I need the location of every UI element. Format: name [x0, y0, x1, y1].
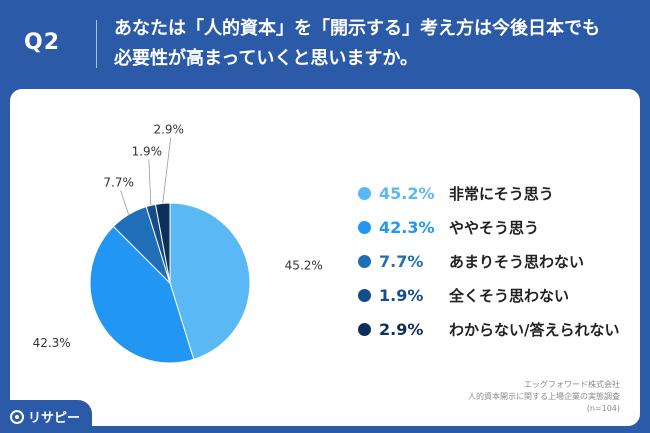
header: Q2 あなたは「人的資本」を「開示する」考え方は今後日本でも 必要性が高まってい…: [0, 0, 650, 88]
slice-value-label-2: 42.3%: [33, 336, 71, 350]
legend-label: あまりそう思わない: [449, 252, 585, 271]
brand-logo: リサピー: [0, 400, 92, 433]
slice-value-label-3: 7.7%: [103, 176, 134, 190]
chart-panel: 45.2% 42.3% 7.7% 1.9% 2.9% 45.2% 非常にそう思う 42.3%…: [10, 89, 640, 426]
pie-slice-1: [169, 202, 251, 361]
legend-label: ややそう思う: [449, 218, 540, 237]
slice-value-label-5: 2.9%: [153, 122, 184, 136]
source-line-1: エッグフォワード株式会社: [524, 380, 620, 389]
source-line-3: (n=104): [586, 404, 620, 413]
legend-item-1: 45.2% 非常にそう思う: [358, 176, 648, 210]
legend-value: 45.2%: [379, 183, 435, 203]
legend-swatch-icon: [358, 186, 371, 200]
question-number: Q2: [24, 30, 61, 55]
question-line-1: あなたは「人的資本」を「開示する」考え方は今後日本でも: [114, 18, 600, 39]
legend-value: 1.9%: [379, 285, 424, 305]
logo-text: リサピー: [28, 411, 81, 426]
legend-item-3: 7.7% あまりそう思わない: [358, 244, 648, 278]
slice-value-label-1: 45.2%: [285, 259, 323, 273]
legend-item-4: 1.9% 全くそう思わない: [358, 278, 648, 312]
pie-slice-2: [89, 225, 195, 364]
logo-mark-icon: [10, 409, 24, 424]
pie-chart: 45.2% 42.3% 7.7% 1.9% 2.9%: [33, 122, 323, 364]
leader-line-3: [120, 190, 130, 215]
legend-swatch-icon: [358, 288, 371, 302]
source-line-2: 人的資本開示に関する上場企業の実態調査: [468, 392, 620, 401]
legend-swatch-icon: [358, 254, 371, 268]
header-divider: [96, 20, 97, 68]
legend-value: 7.7%: [379, 251, 424, 271]
legend-item-5: 2.9% わからない/答えられない: [358, 312, 648, 346]
leader-line-4: [148, 159, 152, 206]
legend-label: 全くそう思わない: [449, 286, 570, 305]
legend-swatch-icon: [358, 322, 371, 336]
legend-value: 42.3%: [379, 217, 435, 237]
source-note: エッグフォワード株式会社 人的資本開示に関する上場企業の実態調査 (n=104): [468, 379, 620, 415]
legend-swatch-icon: [358, 220, 371, 234]
question-line-2: 必要性が高まっていくと思いますか。: [114, 48, 419, 69]
legend-label: わからない/答えられない: [449, 320, 620, 339]
legend-label: 非常にそう思う: [449, 184, 554, 203]
leader-line-5: [162, 137, 172, 204]
slice-value-label-4: 1.9%: [132, 144, 163, 158]
question-text: あなたは「人的資本」を「開示する」考え方は今後日本でも 必要性が高まっていくと思…: [114, 14, 634, 74]
legend: 45.2% 非常にそう思う 42.3% ややそう思う 7.7% あまりそう思わない 1.9%…: [358, 176, 648, 346]
legend-value: 2.9%: [379, 319, 424, 339]
legend-item-2: 42.3% ややそう思う: [358, 210, 648, 244]
